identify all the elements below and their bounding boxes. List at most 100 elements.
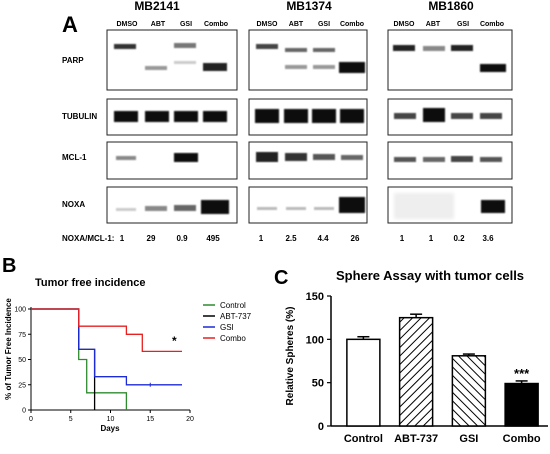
ratio-value: 29 [147,234,156,243]
group-title-mb1860: MB1860 [428,0,474,13]
band [340,109,364,123]
ratio-value: 0.2 [453,234,465,243]
ratio-value: 1 [429,234,434,243]
lane-label: Combo [204,21,228,28]
y-tick-label: 100 [14,307,26,314]
band [314,207,334,210]
blot-parp [387,29,513,91]
chart-c-title: Sphere Assay with tumor cells [336,268,524,283]
band [480,64,506,72]
row-label-noxa: NOXA [62,200,85,209]
band [313,48,335,52]
ratio-value: 1 [400,234,405,243]
chart-c-ylabel: Relative Spheres (%) [285,307,296,406]
row-label-mcl1: MCL-1 [62,153,87,162]
band [423,108,445,122]
lane-label: DMSO [394,21,416,28]
lane-label: ABT [426,21,441,28]
bar-gsi [451,355,487,427]
lane-label: Combo [480,21,504,28]
band [285,48,307,52]
x-tick-label: 20 [186,416,194,423]
band [145,66,167,70]
band [451,156,473,162]
y-tick-label: 75 [18,332,26,339]
ratio-value: 495 [206,234,220,243]
legend-label: Control [220,301,246,310]
band [174,153,198,162]
lane-label: Combo [340,21,364,28]
blot-parp [106,29,238,91]
blot-parp [248,29,368,91]
chart-b-legend: Control ABT-737 GSI Combo [203,301,252,343]
blot-group-mb1374 [248,29,368,224]
blot-group-mb2141 [106,29,238,224]
band [451,113,473,119]
band [145,111,169,122]
legend-label: ABT-737 [220,312,252,321]
band [116,156,136,160]
band [423,157,445,162]
blot-group-mb1860 [387,29,513,224]
band [451,45,473,51]
band [481,200,505,213]
significance-marker: *** [514,366,530,381]
band [423,46,445,51]
series-line-combo [31,308,182,353]
chart-b-xlabel: Days [100,424,120,433]
x-category-label: Combo [503,433,541,445]
ratio-value: 26 [351,234,360,243]
band [174,43,196,48]
lane-label: ABT [289,21,304,28]
ratio-value: 2.5 [285,234,297,243]
band [339,62,365,73]
lane-label: GSI [457,21,469,28]
group-title-mb1374: MB1374 [286,0,332,13]
band [203,111,227,122]
chart-b-ylabel: % of Tumor Free Incidence [4,298,13,400]
y-tick-label: 150 [306,291,324,303]
panel-c-chart: C Sphere Assay with tumor cells Relative… [274,267,548,445]
band [313,154,335,160]
ratio-value: 4.4 [317,234,329,243]
x-category-label: Control [344,433,383,445]
chart-b-plot: 0 25 50 75 100 0 5 10 15 20 [14,307,194,424]
band [339,197,365,213]
ratio-value: 1 [259,234,264,243]
band [257,207,277,210]
panel-a-western-blot: A MB2141 MB1374 MB1860 DMSO ABT GSI Comb… [62,0,513,243]
band [255,109,279,123]
band [114,44,136,49]
background-noise [394,193,454,219]
band [174,61,196,64]
legend-label: GSI [220,323,234,332]
band [114,111,138,122]
y-tick-label: 0 [22,408,26,415]
bar-abt-737 [398,316,434,427]
panel-b-letter: B [2,255,16,277]
band [286,207,306,210]
panel-c-letter: C [274,267,288,289]
band [394,157,416,162]
lane-label: DMSO [117,21,139,28]
lane-label: ABT [151,21,166,28]
band [341,155,363,160]
x-tick-label: 0 [29,416,33,423]
x-tick-label: 15 [146,416,154,423]
band [174,205,196,211]
y-tick-label: 50 [18,357,26,364]
bar-combo [504,382,539,427]
band [285,65,307,69]
lane-label: DMSO [257,21,279,28]
chart-b-title: Tumor free incidence [35,277,145,289]
x-category-label: GSI [459,433,478,445]
x-tick-label: 10 [107,416,115,423]
y-tick-label: 50 [312,378,324,390]
panel-b-chart: B Tumor free incidence 0 25 50 75 100 0 5 10 15 2… [2,255,252,433]
chart-b-significance: * [172,334,177,348]
bar-control [346,338,381,427]
band [394,113,416,119]
band [284,109,308,123]
ratio-label: NOXA/MCL-1: [62,234,114,243]
